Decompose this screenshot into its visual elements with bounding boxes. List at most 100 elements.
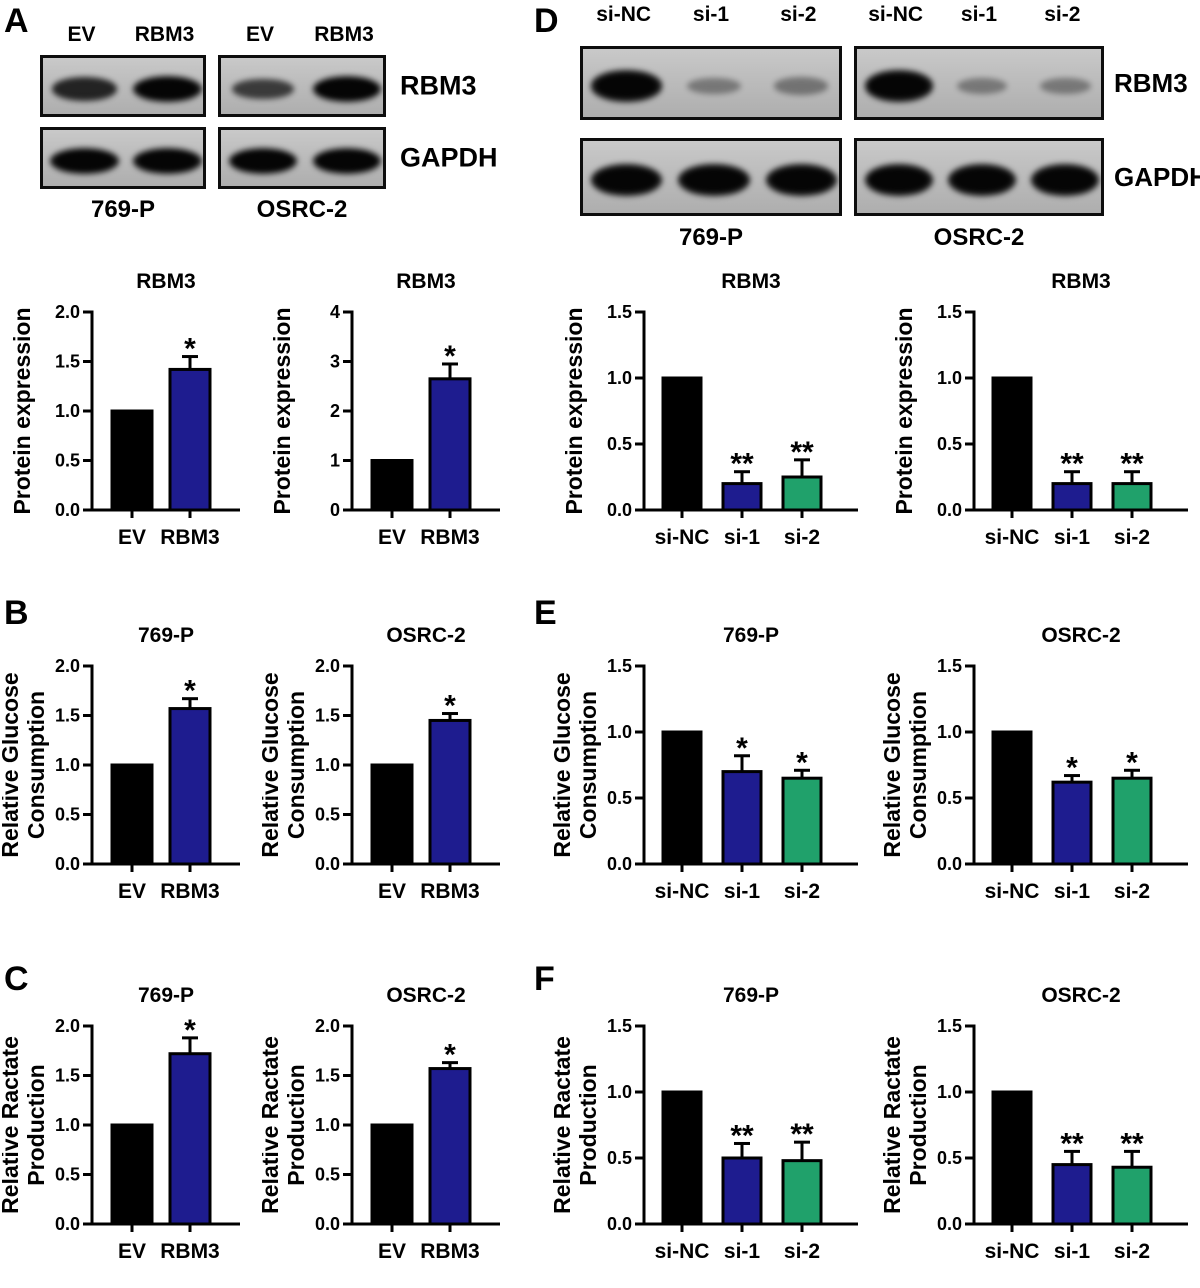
y-tick-label: 0.5 [607,788,632,808]
category-label: si-2 [784,1240,820,1263]
cell-line-caption-769-P: 769-P [90,196,156,223]
y-axis-label: Consumption [905,691,931,839]
lane-label-EV: EV [67,23,96,46]
blot-box-OSRC-2-RBM3 [218,55,386,117]
category-label: si-2 [1114,526,1150,549]
bar-chart-c-osrc2-lactate: OSRC-2 Relative Ractate Production 0.0 0.5 1.… [262,984,500,1263]
significance-label: * [736,732,748,765]
y-tick-label: 0.0 [607,1214,632,1234]
bar-si-2 [781,1159,823,1226]
panel-c-label: C [4,960,29,998]
bar-si-NC [661,376,703,512]
y-axis-label: Consumption [283,691,309,839]
y-tick-label: 1.0 [55,401,80,421]
y-tick-label: 1.5 [55,352,80,372]
y-tick-label: 2.0 [55,1016,80,1036]
category-label: EV [378,1240,406,1263]
blot-band-core-si-1 [954,169,1010,191]
y-tick-label: 1.0 [937,368,962,388]
bar-EV [370,1123,414,1226]
blot-box-OSRC-2-GAPDH [854,138,1104,216]
category-label: RBM3 [160,1240,220,1263]
chart-title: 769-P [723,624,779,647]
y-tick-label: 1.5 [55,1066,80,1086]
y-axis-label: Relative Ractate [2,1036,23,1214]
y-tick-label: 1.5 [315,706,340,726]
y-tick-label: 0.0 [937,854,962,874]
panel-d-charts: RBM3 Protein expression 0.0 0.5 1.0 1.5 si-NC *… [530,258,1200,590]
blot-band-EV [232,78,294,100]
significance-label: ** [1120,448,1144,481]
panel-a-charts: RBM3 Protein expression 0.0 0.5 1.0 1.5 2.0 EV *… [0,258,530,590]
cell-line-caption-OSRC-2: OSRC-2 [933,224,1025,251]
y-tick-label: 1.0 [315,1115,340,1135]
bar-RBM3 [428,718,472,866]
blot-box-769-P-GAPDH [580,138,842,216]
y-axis-label: Production [905,1064,931,1185]
significance-label: * [1126,746,1138,779]
y-tick-label: 2.0 [315,656,340,676]
significance-label: ** [1060,1127,1084,1160]
y-axis-label: Protein expression [9,307,35,514]
y-tick-label: 1.5 [55,706,80,726]
y-tick-label: 1.5 [937,302,962,322]
blot-target-label-GAPDH: GAPDH [400,142,498,173]
category-label: EV [378,880,406,903]
bar-RBM3 [168,707,212,866]
y-axis-label: Relative Glucose [262,672,283,857]
significance-label: * [796,746,808,779]
category-label: RBM3 [420,880,480,903]
y-tick-label: 0.0 [55,1214,80,1234]
bar-si-2 [781,776,823,866]
y-tick-label: 0.5 [937,434,962,454]
bar-si-NC [661,1090,703,1226]
y-tick-label: 0.5 [937,788,962,808]
bar-si-NC [991,376,1033,512]
blot-band-core-si-2 [1038,169,1093,191]
blot-band-core-si-NC [871,76,926,96]
panel-a-western-blots: A EV RBM3 769-P EV RBM3 OSRC-2 RBM3 GAPDH [0,0,530,258]
y-axis-label: Relative Ractate [879,1036,905,1214]
category-label: si-2 [784,880,820,903]
y-tick-label: 1.5 [315,1066,340,1086]
bar-chart-e-osrc2-glucose: OSRC-2 Relative Glucose Consumption 0.0 0.5 1… [879,624,1188,903]
blot-band-core-RBM3 [319,80,375,98]
y-tick-label: 1.5 [607,1016,632,1036]
panel-c-charts: C 769-P Relative Ractate Production 0.0 0.5 1… [0,950,530,1263]
lane-label-si-1: si-1 [692,3,730,26]
bar-si-NC [991,730,1033,866]
y-tick-label: 0.5 [315,805,340,825]
blot-band-si-2 [774,77,829,95]
bar-chart-d-osrc2-protein-expression: RBM3 Protein expression 0.0 0.5 1.0 1.5 si-NC *… [891,270,1188,549]
chart-title: OSRC-2 [386,624,465,647]
significance-label: * [184,1014,196,1047]
category-label: RBM3 [160,880,220,903]
panel-d-label: D [534,2,559,40]
bar-si-1 [1051,780,1093,866]
lane-label-si-1: si-1 [960,3,998,26]
bar-si-1 [721,770,763,866]
y-tick-label: 0.0 [55,500,80,520]
bar-chart-a-osrc2-protein-expression: RBM3 Protein expression 0 1 2 3 4 EV * RBM3 [269,270,500,549]
y-tick-label: 2.0 [55,656,80,676]
blot-band-core-RBM3 [140,80,195,98]
y-tick-label: 0.0 [315,1214,340,1234]
blot-band-core-si-2 [772,169,830,191]
blot-band-core-RBM3 [319,152,375,170]
bar-RBM3 [428,1067,472,1226]
y-tick-label: 1.5 [607,302,632,322]
bar-RBM3 [168,367,212,512]
y-tick-label: 2 [330,401,340,421]
y-axis-label: Relative Glucose [2,672,23,857]
significance-label: * [184,333,196,366]
blot-box-769-P-RBM3 [580,46,842,120]
chart-title: 769-P [138,984,194,1007]
category-label: RBM3 [420,1240,480,1263]
significance-label: ** [790,436,814,469]
chart-title: RBM3 [396,270,456,293]
y-tick-label: 1.0 [55,1115,80,1135]
bar-chart-e-769p-glucose: 769-P Relative Glucose Consumption 0.0 0.5 1.… [549,624,858,903]
y-axis-label: Protein expression [269,307,295,514]
chart-title: 769-P [138,624,194,647]
